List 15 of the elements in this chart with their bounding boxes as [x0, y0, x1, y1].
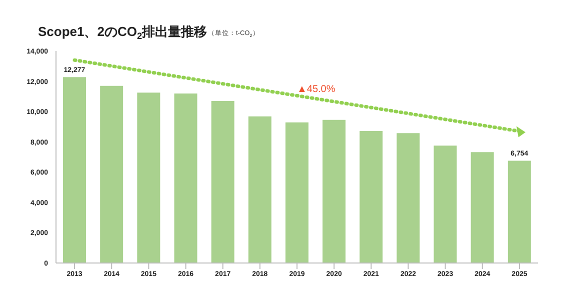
- bar: [174, 94, 198, 263]
- bar: [137, 92, 160, 263]
- chart-title: Scope1、2のCO$_{2}$排出量推移: [38, 24, 208, 41]
- bar: [100, 86, 124, 263]
- bar: [285, 122, 308, 263]
- bar: [248, 116, 272, 263]
- bar: [322, 120, 346, 263]
- bar: [396, 133, 420, 263]
- bar: [508, 160, 531, 263]
- annotation: ▲45.0%: [297, 84, 336, 95]
- bar: [434, 146, 457, 263]
- bar: [470, 152, 494, 263]
- bar: [211, 100, 234, 263]
- bar: [360, 130, 383, 263]
- bar: [63, 77, 86, 263]
